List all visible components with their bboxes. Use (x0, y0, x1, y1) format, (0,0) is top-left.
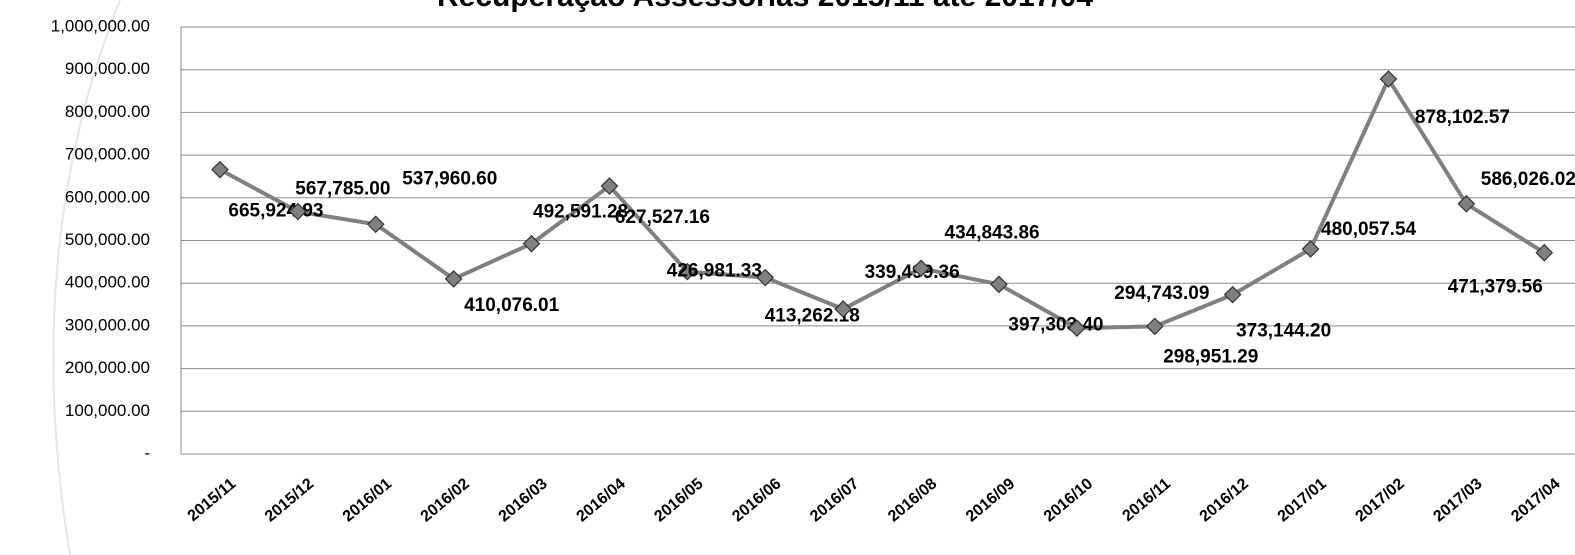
point-marker (600, 177, 619, 195)
x-tick-label: 2016/08 (885, 475, 940, 525)
value-label: 426,981.33 (667, 261, 762, 282)
point-marker (444, 270, 463, 288)
value-label: 480,057.54 (1321, 219, 1417, 240)
value-label: 567,785.00 (295, 179, 390, 200)
point-marker (1145, 317, 1164, 336)
y-tick-label: 700,000.00 (65, 145, 150, 164)
point-marker (1301, 240, 1320, 258)
x-tick-label: 2016/03 (496, 475, 551, 525)
value-label: 294,743.09 (1114, 283, 1209, 304)
y-tick-label: 100,000.00 (65, 401, 150, 420)
value-label: 410,076.01 (464, 295, 560, 316)
y-tick-label: 800,000.00 (65, 102, 150, 121)
point-marker (1379, 70, 1398, 88)
point-marker (1223, 285, 1242, 304)
y-tick-label: 1,000,000.00 (51, 16, 150, 35)
value-label: 665,924.93 (228, 201, 323, 222)
point-marker (912, 259, 930, 278)
value-label: 373,144.20 (1236, 321, 1331, 342)
point-marker (289, 202, 307, 221)
x-tick-label: 2016/02 (418, 475, 473, 525)
point-marker (1457, 194, 1476, 213)
point-marker (990, 275, 1008, 294)
x-tick-label: 2016/10 (1041, 475, 1096, 525)
value-label: 627,527.16 (615, 207, 710, 228)
point-marker (756, 268, 775, 287)
y-tick-label: - (144, 443, 150, 462)
point-marker (522, 234, 541, 253)
y-tick-label: 300,000.00 (65, 315, 150, 334)
x-tick-label: 2015/11 (185, 475, 240, 525)
y-tick-label: 500,000.00 (65, 230, 150, 249)
value-label: 878,102.57 (1415, 107, 1510, 128)
x-tick-label: 2016/07 (807, 475, 862, 525)
chart-title: Recuperação Assessorias 2015/11 até 2017… (437, 0, 1093, 13)
value-label: 586,026.02 (1481, 169, 1575, 190)
point-marker (211, 160, 229, 179)
x-tick-label: 2017/04 (1508, 475, 1563, 525)
x-tick-label: 2016/05 (651, 475, 706, 525)
x-tick-label: 2016/09 (963, 475, 1018, 525)
value-label: 298,951.29 (1163, 346, 1258, 367)
x-tick-label: 2016/04 (573, 475, 628, 525)
x-tick-label: 2015/12 (262, 475, 317, 525)
value-label: 434,843.86 (945, 222, 1040, 243)
value-label: 413,262.18 (765, 306, 860, 327)
value-label: 397,303.40 (1008, 314, 1103, 335)
x-tick-label: 2017/02 (1352, 475, 1407, 525)
point-marker (1535, 243, 1554, 262)
series-line (219, 74, 1546, 331)
point-marker (834, 300, 852, 318)
point-marker (1068, 319, 1086, 337)
x-tick-label: 2017/01 (1275, 475, 1330, 525)
value-label: 471,379.56 (1448, 277, 1543, 298)
point-marker (366, 215, 385, 234)
y-tick-label: 200,000.00 (65, 358, 150, 377)
value-label: 339,499.36 (865, 262, 960, 283)
y-tick-label: 400,000.00 (65, 273, 150, 292)
point-marker (678, 262, 697, 281)
x-tick-label: 2016/11 (1119, 475, 1174, 525)
value-label: 492,591.28 (533, 202, 628, 223)
x-tick-label: 2016/06 (729, 475, 784, 525)
value-label: 537,960.60 (402, 168, 497, 189)
x-tick-label: 2016/01 (340, 475, 395, 525)
x-tick-label: 2017/03 (1430, 475, 1485, 525)
x-tick-label: 2016/12 (1197, 475, 1252, 525)
y-tick-label: 600,000.00 (65, 187, 150, 206)
decor-arc (52, 0, 121, 555)
y-tick-label: 900,000.00 (65, 59, 150, 78)
